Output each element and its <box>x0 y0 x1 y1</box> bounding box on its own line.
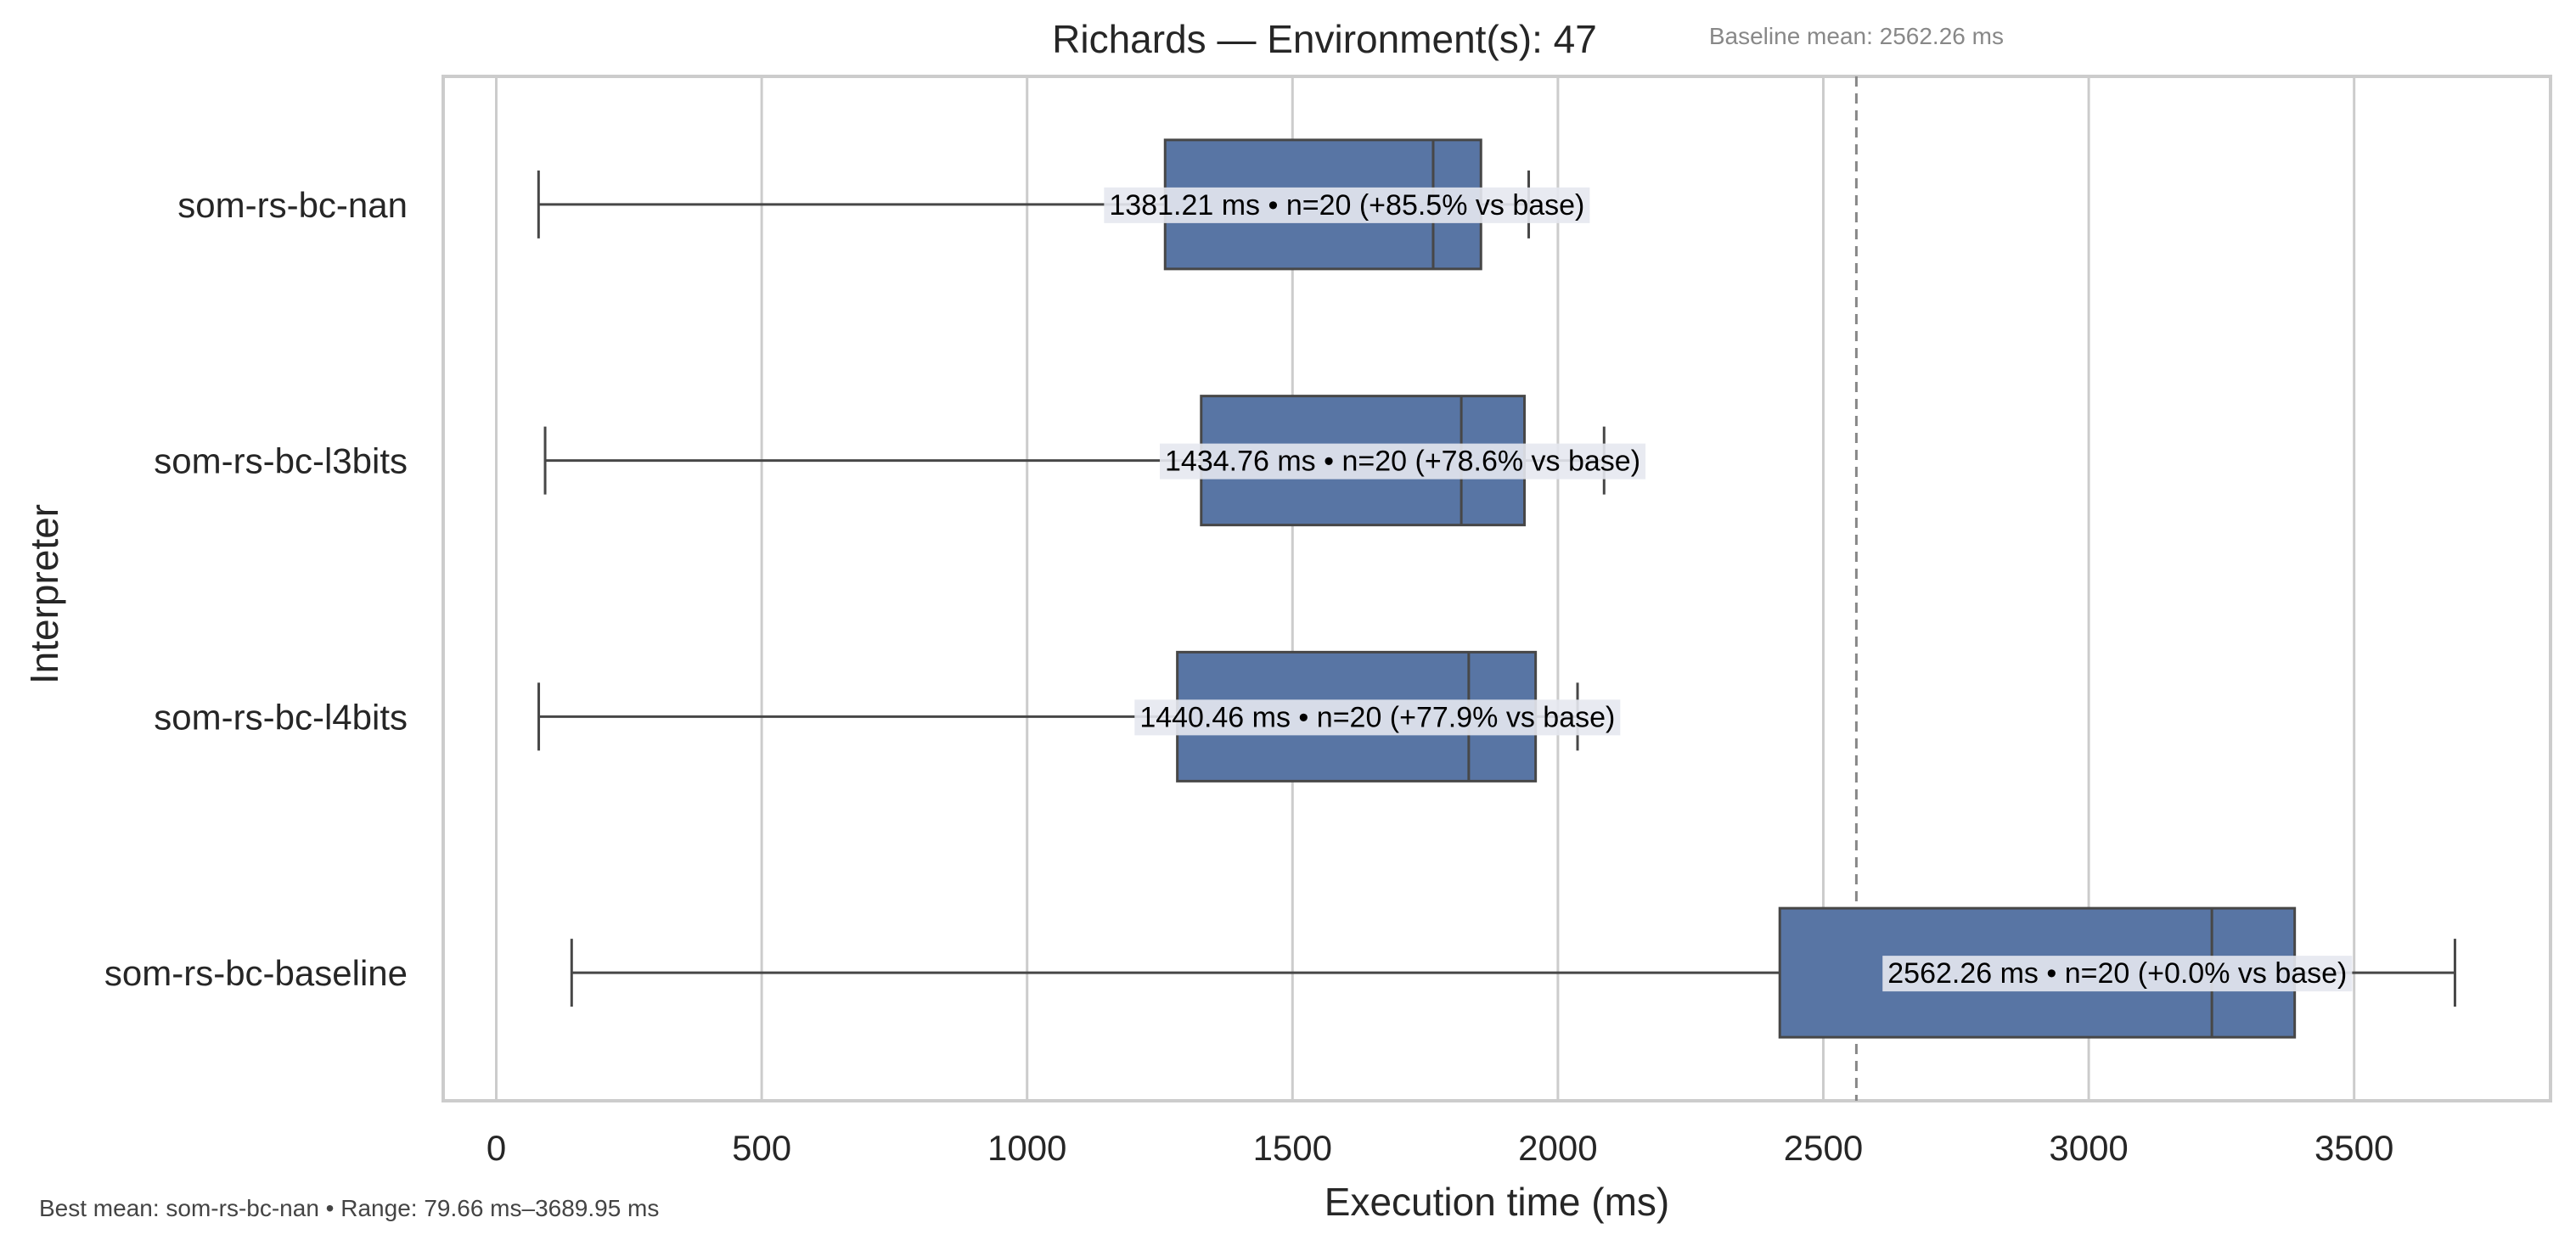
x-axis-ticks: 0 500 1000 1500 2000 2500 3000 3500 <box>487 1128 2394 1168</box>
y-axis-label: Interpreter <box>22 504 66 684</box>
x-tick-label: 0 <box>487 1128 506 1168</box>
y-axis-ticks: som-rs-bc-nan som-rs-bc-l3bits som-rs-bc-l… <box>104 185 408 993</box>
y-tick-label: som-rs-bc-l3bits <box>154 441 408 481</box>
value-label-bg <box>1160 443 1646 480</box>
box-series <box>537 138 2456 1039</box>
value-label-som-rs-bc-nan: 1381.21 ms • n=20 (+85.5% vs base) <box>1104 187 1590 223</box>
value-label-text: 2562.26 ms • n=20 (+0.0% vs base) <box>1887 957 2347 990</box>
summary-footnote: Best mean: som-rs-bc-nan • Range: 79.66 … <box>39 1195 660 1221</box>
value-label-bg <box>1882 956 2353 992</box>
value-label-text: 1434.76 ms • n=20 (+78.6% vs base) <box>1165 446 1640 478</box>
y-tick-label: som-rs-bc-baseline <box>104 953 408 993</box>
box-value-labels: 1381.21 ms • n=20 (+85.5% vs base) 1434.7… <box>1104 187 2353 992</box>
value-label-bg <box>1104 187 1590 223</box>
x-tick-label: 1000 <box>987 1128 1066 1168</box>
plot-frame <box>442 75 2552 1102</box>
x-tick-label: 2000 <box>1518 1128 1597 1168</box>
x-tick-label: 3500 <box>2314 1128 2393 1168</box>
x-tick-label: 500 <box>732 1128 791 1168</box>
chart-title: Richards — Environment(s): 47 <box>1052 17 1597 61</box>
value-label-som-rs-bc-l3bits: 1434.76 ms • n=20 (+78.6% vs base) <box>1160 443 1646 480</box>
value-label-som-rs-bc-baseline: 2562.26 ms • n=20 (+0.0% vs base) <box>1882 956 2353 992</box>
x-tick-label: 2500 <box>1784 1128 1863 1168</box>
value-label-text: 1440.46 ms • n=20 (+77.9% vs base) <box>1139 701 1615 733</box>
value-label-text: 1381.21 ms • n=20 (+85.5% vs base) <box>1109 189 1584 222</box>
x-axis-label: Execution time (ms) <box>1325 1180 1669 1224</box>
value-label-bg <box>1134 699 1621 736</box>
y-tick-label: som-rs-bc-nan <box>177 185 408 225</box>
x-tick-label: 1500 <box>1253 1128 1332 1168</box>
baseline-mean-label: Baseline mean: 2562.26 ms <box>1709 23 2004 49</box>
y-tick-label: som-rs-bc-l4bits <box>154 697 408 737</box>
x-tick-label: 3000 <box>2049 1128 2128 1168</box>
value-label-som-rs-bc-l4bits: 1440.46 ms • n=20 (+77.9% vs base) <box>1134 699 1621 736</box>
